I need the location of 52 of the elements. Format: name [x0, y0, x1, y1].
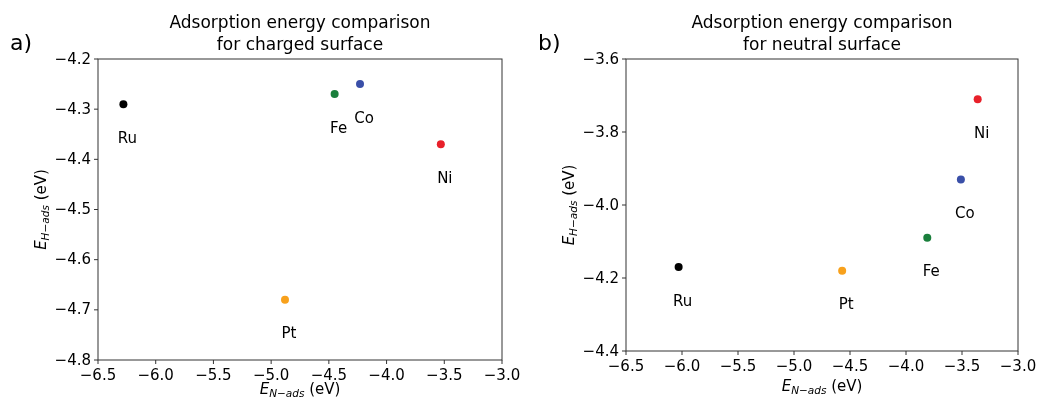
x-axis-title: E$_{N−ads}$ (eV): [781, 377, 863, 396]
point: [973, 95, 982, 104]
point: [280, 295, 289, 304]
point: [330, 90, 339, 99]
point: [923, 233, 932, 242]
point: [436, 140, 445, 149]
y-tick-label: −4.2: [54, 49, 91, 68]
x-tick-label: −4.5: [831, 357, 869, 375]
x-tick-label: −5.5: [719, 357, 757, 375]
x-tick-label: −3.5: [943, 357, 981, 375]
y-tick-label: −4.4: [582, 341, 619, 360]
point: [674, 263, 683, 272]
y-tick-label: −4.7: [54, 300, 91, 319]
y-tick-label: −4.5: [54, 200, 91, 218]
y-tick-label: −4.2: [582, 268, 619, 287]
series-label: Pt: [281, 324, 297, 343]
point: [119, 100, 128, 109]
x-tick-label: −6.5: [607, 357, 645, 375]
y-tick-label: −3.8: [582, 122, 619, 141]
series-label: Ru: [117, 128, 138, 147]
x-tick-label: −5.5: [195, 366, 232, 384]
y-tick-label: −3.6: [582, 49, 619, 68]
text: a): [10, 30, 33, 55]
x-tick-label: −6.0: [137, 366, 174, 384]
y-tick-label: −4.3: [54, 99, 91, 118]
series-label: Ni: [437, 168, 453, 187]
series-label: Pt: [838, 295, 854, 314]
x-tick-label: −3.0: [999, 357, 1037, 375]
x-tick-label: −5.0: [775, 357, 813, 375]
y-tick-label: −4.4: [54, 149, 91, 168]
x-tick-label: −3.5: [426, 366, 463, 384]
x-axis-title: E$_{N−ads}$ (eV): [259, 380, 341, 399]
series-label: Fe: [330, 118, 348, 137]
y-tick-label: −4.8: [54, 350, 91, 369]
series-label: Ni: [973, 123, 990, 142]
x-tick-label: −4.0: [368, 366, 405, 384]
x-tick-label: −4.0: [887, 357, 925, 375]
y-tick-label: −4.0: [582, 195, 619, 214]
text: b): [538, 30, 561, 55]
chart-title: Adsorption energy comparison for charged surface: [169, 12, 431, 54]
point: [838, 266, 847, 275]
x-tick-label: −6.0: [663, 357, 701, 375]
chart-title: Adsorption energy comparison for neutral surface: [691, 12, 953, 54]
x-tick-label: −3.0: [483, 366, 521, 384]
x-tick-label: −6.5: [79, 366, 117, 384]
series-label: Co: [955, 203, 975, 222]
point: [356, 80, 365, 89]
series-label: Co: [354, 108, 374, 127]
series-label: Fe: [922, 262, 940, 281]
series-label: Ru: [673, 291, 693, 310]
y-tick-label: −4.6: [54, 250, 91, 269]
point: [956, 175, 965, 184]
